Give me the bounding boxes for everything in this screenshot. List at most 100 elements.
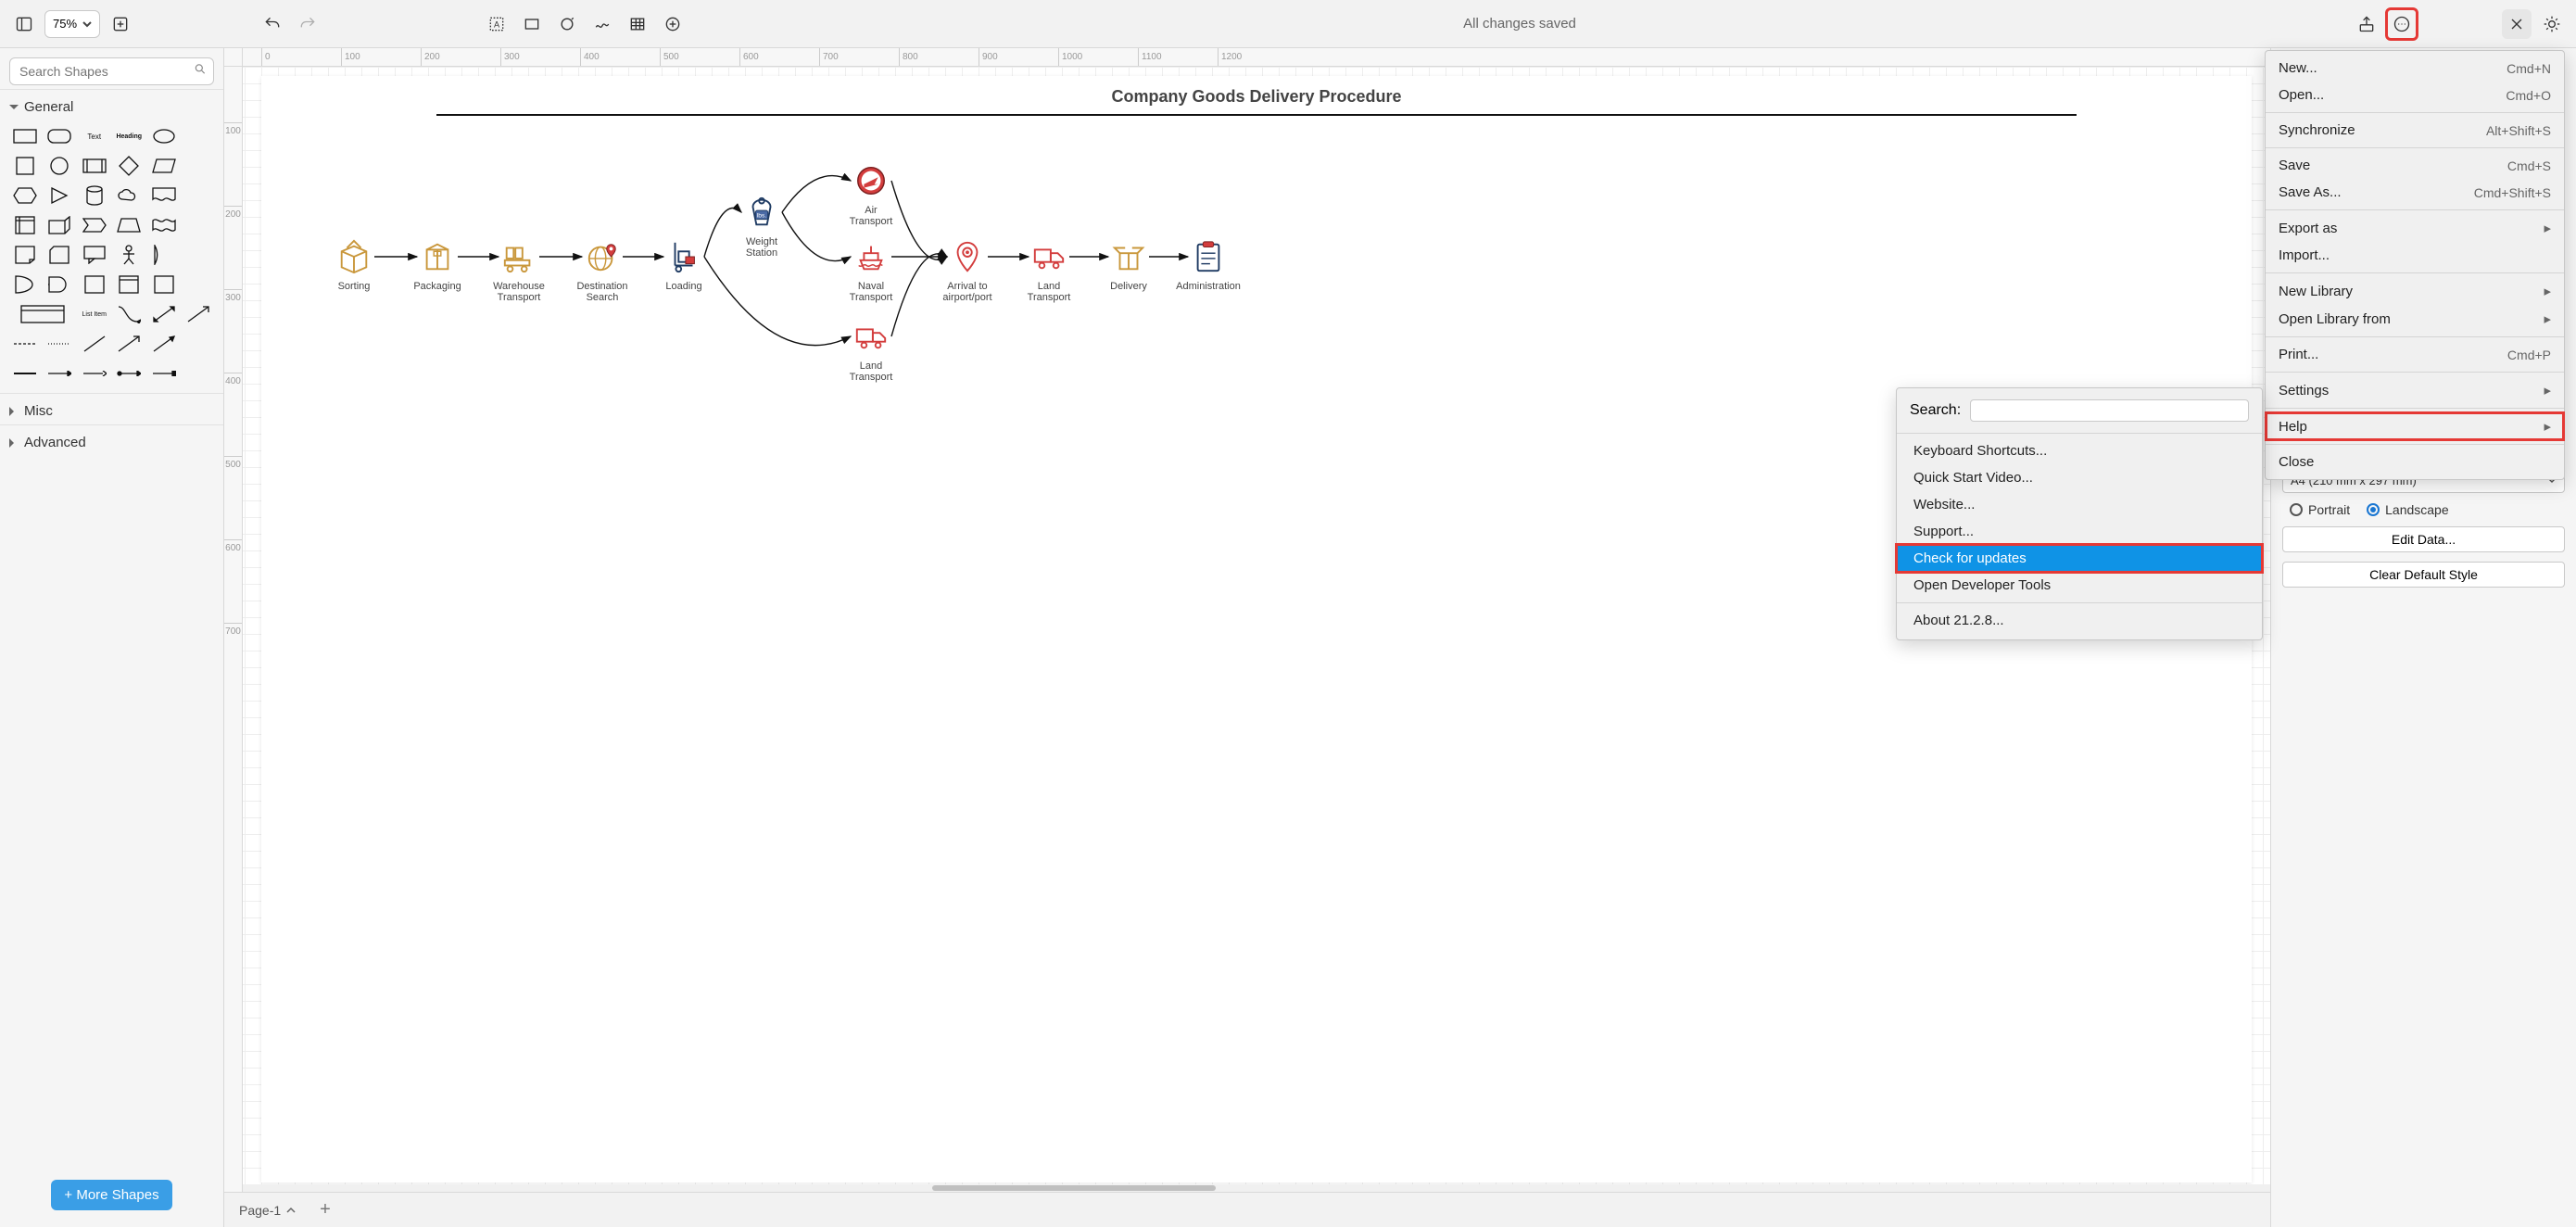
help-menu-item[interactable]: Support... xyxy=(1897,518,2262,545)
shape-arrow-open[interactable] xyxy=(183,302,215,326)
shape-process[interactable] xyxy=(79,154,110,178)
shape-triangle[interactable] xyxy=(44,183,76,208)
flow-node-weight[interactable]: lbs.WeightStation xyxy=(725,194,799,259)
table-tool-button[interactable] xyxy=(623,9,652,39)
text-tool-button[interactable]: A xyxy=(482,9,511,39)
flow-node-arrival[interactable]: Arrival toairport/port xyxy=(930,238,1004,303)
menu-item[interactable]: Help▸ xyxy=(2266,412,2564,440)
menu-item[interactable]: Save As...Cmd+Shift+S xyxy=(2266,179,2564,206)
shape-line[interactable] xyxy=(79,332,110,356)
add-shape-button[interactable] xyxy=(658,9,688,39)
shape-and[interactable] xyxy=(44,272,76,297)
shape-cloud[interactable] xyxy=(114,183,145,208)
shape-card[interactable] xyxy=(44,243,76,267)
shape-dotted-line[interactable] xyxy=(44,332,76,356)
menu-item[interactable]: Print...Cmd+P xyxy=(2266,341,2564,368)
add-page-button[interactable] xyxy=(106,9,135,39)
shape-actor[interactable] xyxy=(114,243,145,267)
help-menu-item[interactable]: Keyboard Shortcuts... xyxy=(1897,437,2262,464)
shape-curve-shape[interactable] xyxy=(148,243,180,267)
flow-node-dest[interactable]: DestinationSearch xyxy=(565,238,639,303)
shape-half-circle[interactable] xyxy=(9,272,41,297)
section-misc[interactable]: Misc xyxy=(0,393,223,424)
shape-list-item[interactable] xyxy=(9,302,75,326)
flow-node-admin[interactable]: Administration xyxy=(1171,238,1245,292)
shape-frame[interactable] xyxy=(148,272,180,297)
menu-item[interactable]: Open Library from▸ xyxy=(2266,305,2564,333)
flow-node-air[interactable]: AirTransport xyxy=(834,162,908,227)
menu-item[interactable]: New Library▸ xyxy=(2266,277,2564,305)
shape-rect[interactable] xyxy=(9,124,41,148)
shape-dashed-line[interactable] xyxy=(9,332,41,356)
shape-text[interactable]: Text xyxy=(79,124,110,148)
clear-default-style-button[interactable]: Clear Default Style xyxy=(2282,562,2565,588)
shape-circle[interactable] xyxy=(44,154,76,178)
shape-blank2[interactable] xyxy=(183,154,215,178)
flow-node-warehouse[interactable]: WarehouseTransport xyxy=(482,238,556,303)
menu-item[interactable]: SynchronizeAlt+Shift+S xyxy=(2266,117,2564,144)
shape-line-arrow2[interactable] xyxy=(148,332,180,356)
shape-cylinder[interactable] xyxy=(79,183,110,208)
shape-blank[interactable] xyxy=(183,124,215,148)
shapes-search-input[interactable] xyxy=(9,57,214,85)
shape-square[interactable] xyxy=(9,154,41,178)
shape-callout[interactable] xyxy=(79,243,110,267)
help-menu-item[interactable]: Open Developer Tools xyxy=(1897,572,2262,599)
ellipse-tool-button[interactable] xyxy=(552,9,582,39)
shape-tape[interactable] xyxy=(148,213,180,237)
more-shapes-button[interactable]: + More Shapes xyxy=(51,1180,171,1210)
landscape-radio[interactable]: Landscape xyxy=(2367,502,2449,517)
shape-document[interactable] xyxy=(148,183,180,208)
shape-internal-storage[interactable] xyxy=(9,213,41,237)
shape-trapezoid[interactable] xyxy=(114,213,145,237)
rectangle-tool-button[interactable] xyxy=(517,9,547,39)
shape-connector5[interactable] xyxy=(148,361,180,386)
shape-connector1[interactable] xyxy=(9,361,41,386)
shape-blank7[interactable] xyxy=(183,332,215,356)
menu-item[interactable]: SaveCmd+S xyxy=(2266,152,2564,179)
shape-ellipse[interactable] xyxy=(148,124,180,148)
shape-blank5[interactable] xyxy=(183,243,215,267)
redo-button[interactable] xyxy=(293,9,322,39)
shape-step[interactable] xyxy=(79,213,110,237)
shape-blank6[interactable] xyxy=(183,272,215,297)
shape-connector4[interactable] xyxy=(114,361,145,386)
menu-item[interactable]: Settings▸ xyxy=(2266,376,2564,404)
shape-connector2[interactable] xyxy=(44,361,76,386)
shape-curve-arrow[interactable] xyxy=(114,302,145,326)
shape-container[interactable] xyxy=(114,272,145,297)
shape-bi-arrow[interactable] xyxy=(148,302,180,326)
flow-node-packaging[interactable]: Packaging xyxy=(400,238,474,292)
shape-note[interactable] xyxy=(9,243,41,267)
page-tab[interactable]: Page-1 xyxy=(230,1199,305,1221)
menu-item[interactable]: New...Cmd+N xyxy=(2266,55,2564,82)
flow-node-delivery[interactable]: Delivery xyxy=(1092,238,1166,292)
shape-parallelogram[interactable] xyxy=(148,154,180,178)
help-menu-item[interactable]: About 21.2.8... xyxy=(1897,607,2262,634)
help-menu-item[interactable]: Quick Start Video... xyxy=(1897,464,2262,491)
zoom-select[interactable]: 75% xyxy=(44,10,100,38)
shape-diamond[interactable] xyxy=(114,154,145,178)
shape-list-item-label[interactable]: List Item xyxy=(79,302,110,326)
undo-button[interactable] xyxy=(258,9,287,39)
theme-button[interactable] xyxy=(2537,9,2567,39)
flow-node-loading[interactable]: Loading xyxy=(647,238,721,292)
shape-round-rect[interactable] xyxy=(44,124,76,148)
shape-blank3[interactable] xyxy=(183,183,215,208)
add-page-tab-button[interactable]: + xyxy=(314,1199,336,1221)
flow-node-naval[interactable]: NavalTransport xyxy=(834,238,908,303)
shape-hexagon[interactable] xyxy=(9,183,41,208)
menu-item[interactable]: Open...Cmd+O xyxy=(2266,82,2564,108)
help-search-input[interactable] xyxy=(1970,399,2249,422)
flow-node-land2[interactable]: LandTransport xyxy=(834,318,908,383)
section-advanced[interactable]: Advanced xyxy=(0,424,223,456)
flow-node-sorting[interactable]: Sorting xyxy=(317,238,391,292)
shape-cube[interactable] xyxy=(44,213,76,237)
shape-connector3[interactable] xyxy=(79,361,110,386)
menu-item[interactable]: Import... xyxy=(2266,242,2564,269)
flow-node-land3[interactable]: LandTransport xyxy=(1012,238,1086,303)
shape-heading[interactable]: Heading xyxy=(114,124,145,148)
section-general[interactable]: General xyxy=(0,89,223,120)
sidebar-toggle-icon[interactable] xyxy=(9,9,39,39)
shape-line-arrow1[interactable] xyxy=(114,332,145,356)
